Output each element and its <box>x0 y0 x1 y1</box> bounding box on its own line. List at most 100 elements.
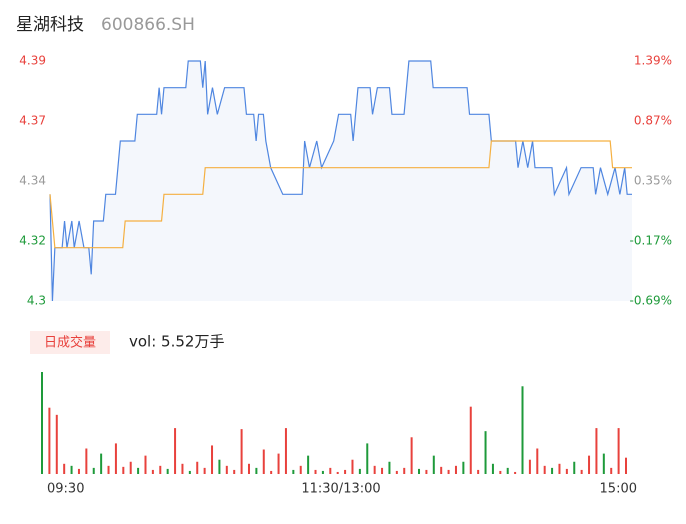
volume-bar <box>63 463 66 474</box>
volume-bar <box>551 467 554 474</box>
volume-bar <box>48 407 51 474</box>
volume-bar <box>381 467 384 474</box>
volume-bar <box>440 466 443 474</box>
price-line <box>49 60 632 302</box>
volume-bar <box>432 455 435 474</box>
volume-bar <box>122 466 125 474</box>
volume-bar <box>77 468 80 474</box>
volume-bar <box>499 470 502 474</box>
volume-bar <box>454 465 457 474</box>
volume-bar <box>211 445 214 474</box>
volume-bar <box>292 469 295 474</box>
volume-bar <box>610 467 613 474</box>
volume-bar <box>580 469 583 474</box>
volume-total: vol: 5.52万手 <box>129 333 224 351</box>
volume-bar <box>100 453 103 474</box>
volume-bar <box>181 463 184 474</box>
x-tick-label: 09:30 <box>47 482 84 497</box>
volume-bar <box>506 467 509 474</box>
volume-bar <box>114 443 117 474</box>
volume-bar <box>514 471 517 474</box>
volume-bar <box>137 467 140 474</box>
volume-bar <box>351 459 354 474</box>
volume-bar <box>521 386 524 474</box>
volume-bar <box>321 470 324 474</box>
volume-bar <box>247 463 250 474</box>
volume-bar <box>218 459 221 474</box>
volume-bar <box>299 465 302 474</box>
volume-bar <box>92 467 95 474</box>
volume-bar <box>70 465 73 474</box>
volume-bar <box>55 414 58 474</box>
volume-bar <box>129 461 132 474</box>
x-tick-label: 15:00 <box>600 482 637 497</box>
volume-bar <box>395 470 398 474</box>
volume-bar <box>233 469 236 474</box>
volume-bar <box>255 467 258 474</box>
volume-bar <box>565 468 568 474</box>
volume-bar <box>491 463 494 474</box>
volume-bar <box>410 437 413 474</box>
volume-bar <box>602 453 605 474</box>
price-area <box>50 61 632 301</box>
volume-bar <box>336 471 339 474</box>
volume-bar <box>595 428 598 474</box>
volume-bar <box>262 449 265 474</box>
y-tick-label: 4.3 <box>27 294 46 308</box>
average-line <box>49 140 632 249</box>
volume-bar <box>625 457 627 474</box>
volume-badge-label: 日成交量 <box>44 335 96 351</box>
volume-bar <box>484 431 487 474</box>
volume-bar <box>284 428 287 474</box>
volume-bar <box>151 469 154 474</box>
volume-bar <box>107 465 110 474</box>
volume-bar <box>573 461 576 474</box>
volume-bar <box>536 448 539 474</box>
volume-bar <box>403 467 406 474</box>
volume-bar <box>188 470 191 474</box>
volume-bar <box>196 461 199 474</box>
volume-bar <box>588 455 591 474</box>
y-tick-label: 4.37 <box>19 114 46 128</box>
volume-bar <box>558 463 561 474</box>
stock-name: 星湖科技 <box>16 15 84 35</box>
volume-bar <box>203 467 206 474</box>
volume-bar <box>277 453 280 474</box>
y-tick-label: 4.32 <box>19 234 46 248</box>
y2-tick-label: -0.17% <box>630 234 672 248</box>
stock-code: 600866.SH <box>101 15 195 35</box>
volume-bar <box>477 469 480 474</box>
volume-bar <box>159 465 162 474</box>
volume-bar <box>425 469 428 474</box>
volume-bar <box>543 465 546 474</box>
volume-bar <box>469 406 472 474</box>
y2-tick-label: 0.35% <box>634 174 672 188</box>
volume-bar <box>388 461 391 474</box>
volume-bar <box>270 470 273 474</box>
volume-bar <box>41 372 43 474</box>
y2-tick-label: 1.39% <box>634 54 672 68</box>
y2-tick-label: -0.69% <box>630 294 672 308</box>
y-tick-label: 4.39 <box>19 54 46 68</box>
volume-bar <box>358 468 361 474</box>
volume-bar <box>174 428 177 474</box>
volume-bar <box>166 468 169 474</box>
volume-bar <box>240 429 243 474</box>
volume-bar <box>617 428 620 474</box>
volume-bar <box>314 469 317 474</box>
y2-tick-label: 0.87% <box>634 114 672 128</box>
volume-badge <box>30 331 110 354</box>
volume-bar <box>462 461 465 474</box>
volume-bar <box>528 459 531 474</box>
volume-bar <box>307 455 310 474</box>
volume-bar <box>366 443 369 474</box>
volume-bar <box>447 469 450 474</box>
volume-bar <box>373 465 376 474</box>
volume-bar <box>418 468 421 474</box>
volume-bar <box>344 469 347 474</box>
volume-bar <box>225 465 228 474</box>
x-tick-label: 11:30/13:00 <box>301 482 380 497</box>
y-tick-label: 4.34 <box>19 174 46 188</box>
volume-bar <box>144 455 147 474</box>
